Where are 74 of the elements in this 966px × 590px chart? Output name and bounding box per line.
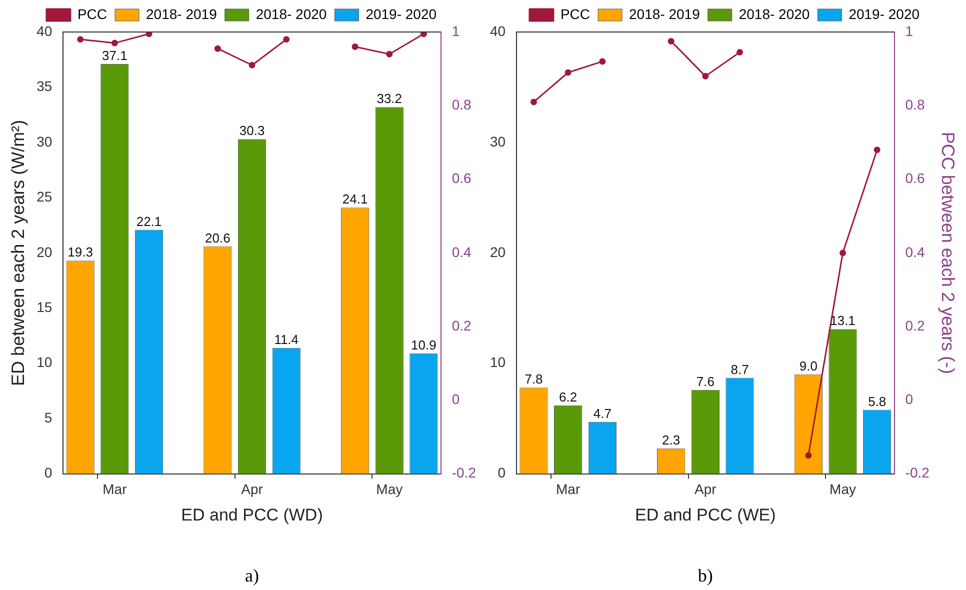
point <box>874 146 880 154</box>
y-tick-label: 35 <box>36 78 52 94</box>
y2-tick-label: 0 <box>905 391 914 408</box>
legend-label: 2018- 2019 <box>146 6 218 22</box>
y2-tick-label: 0.2 <box>905 317 925 334</box>
y-tick-label: 30 <box>490 133 506 150</box>
data-label: 6.2 <box>559 389 578 404</box>
text: b) <box>698 566 713 586</box>
data-label: 19.3 <box>68 244 93 260</box>
y-tick-label: 30 <box>36 133 52 150</box>
y2-axis-title: PCC between each 2 years (-) <box>938 132 958 374</box>
legend-label: PCC <box>77 6 108 22</box>
y2-tick-label: 0 <box>452 391 460 408</box>
data-label: 33.2 <box>376 91 402 106</box>
data-label: 10.9 <box>411 337 436 352</box>
data-label: 9.0 <box>799 358 818 374</box>
point <box>668 38 674 44</box>
data-label: 2.3 <box>662 432 680 448</box>
point <box>530 98 537 106</box>
point <box>702 72 709 80</box>
data-label: 4.7 <box>593 406 612 421</box>
y-tick-label: 5 <box>44 409 52 426</box>
y-tick-label: 15 <box>36 298 52 315</box>
legend-label: 2018- 2020 <box>738 6 810 22</box>
x-tick-label: May <box>376 481 403 498</box>
data-label: 7.6 <box>696 374 714 389</box>
x-axis-title: ED and PCC (WE) <box>635 505 776 524</box>
point <box>840 250 846 256</box>
x-tick-label: Apr <box>241 481 264 498</box>
y-tick-label: 10 <box>36 354 52 370</box>
legend-label: PCC <box>560 6 590 22</box>
x-tick-label: Mar <box>102 481 128 498</box>
point <box>736 49 744 56</box>
y-axis-title: ED between each 2 years (W/m²) <box>8 120 28 386</box>
x-axis-title: ED and PCC (WD) <box>181 505 323 524</box>
y2-tick-label: 1 <box>905 22 914 39</box>
x-tick-label: Apr <box>694 481 717 498</box>
y2-tick-label: 0.6 <box>452 170 472 186</box>
y2-tick-label: 1 <box>452 22 460 39</box>
y-tick-label: 10 <box>490 354 506 370</box>
point <box>564 69 572 76</box>
point <box>599 58 606 65</box>
y2-tick-label: -0.2 <box>905 464 930 481</box>
x-tick-label: Mar <box>556 481 580 498</box>
y2-tick-label: -0.2 <box>452 464 476 481</box>
data-label: 30.3 <box>239 123 265 138</box>
y2-tick-label: 0.6 <box>905 170 925 186</box>
y-tick-label: 20 <box>490 244 506 260</box>
point <box>805 452 812 459</box>
data-label: 7.8 <box>524 372 543 387</box>
y-tick-label: 40 <box>36 22 52 39</box>
y-tick-label: 25 <box>36 188 52 205</box>
y-tick-label: 40 <box>490 22 506 39</box>
legend-label: 2019- 2020 <box>848 6 920 22</box>
legend-label: 2019- 2020 <box>366 6 437 22</box>
y-tick-label: 0 <box>44 464 52 481</box>
y2-tick-label: 0.8 <box>452 96 472 112</box>
y-tick-label: 20 <box>36 244 52 260</box>
data-label: 8.7 <box>730 362 749 377</box>
data-label: 11.4 <box>274 332 299 347</box>
y2-tick-label: 0.2 <box>452 317 472 334</box>
y-tick-label: 0 <box>498 464 506 481</box>
y2-tick-label: 0.8 <box>905 96 925 112</box>
data-label: 37.1 <box>102 48 128 64</box>
text: a) <box>245 566 260 586</box>
data-label: 5.8 <box>868 394 886 409</box>
x-tick-label: May <box>830 481 856 498</box>
legend-label: 2018- 2020 <box>256 6 327 22</box>
data-label: 24.1 <box>342 192 368 207</box>
data-label: 20.6 <box>205 230 230 246</box>
y2-tick-label: 0.4 <box>452 244 472 260</box>
data-label: 22.1 <box>136 214 162 229</box>
legend-label: 2018- 2019 <box>629 6 700 22</box>
y2-tick-label: 0.4 <box>905 244 925 260</box>
